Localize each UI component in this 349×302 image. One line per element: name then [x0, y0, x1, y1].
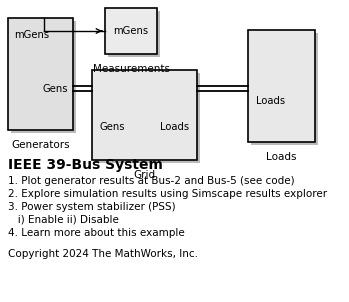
Text: Loads: Loads	[266, 152, 297, 162]
Bar	[8, 18, 73, 130]
Text: mGens: mGens	[113, 26, 149, 36]
Text: mGens: mGens	[14, 30, 49, 40]
Text: Copyright 2024 The MathWorks, Inc.: Copyright 2024 The MathWorks, Inc.	[8, 249, 198, 259]
Text: 2. Explore simulation results using Simscape results explorer: 2. Explore simulation results using Sims…	[8, 189, 327, 199]
Text: Grid: Grid	[133, 170, 156, 180]
Text: 1. Plot generator results at Bus-2 and Bus-5 (see code): 1. Plot generator results at Bus-2 and B…	[8, 176, 295, 186]
Text: Gens: Gens	[100, 122, 126, 132]
Text: IEEE 39-Bus System: IEEE 39-Bus System	[8, 158, 163, 172]
Text: 3. Power system stabilizer (PSS): 3. Power system stabilizer (PSS)	[8, 202, 176, 212]
Text: Loads: Loads	[160, 122, 189, 132]
Bar	[105, 8, 157, 54]
Text: Measurements: Measurements	[92, 64, 170, 74]
Bar	[95, 72, 200, 162]
Bar	[248, 30, 315, 142]
Text: Loads: Loads	[256, 95, 285, 106]
Text: Generators: Generators	[11, 140, 70, 150]
Bar	[107, 11, 159, 56]
Text: 4. Learn more about this example: 4. Learn more about this example	[8, 228, 185, 238]
Bar	[10, 21, 75, 133]
Bar	[251, 33, 318, 144]
Text: i) Enable ii) Disable: i) Enable ii) Disable	[8, 215, 119, 225]
Text: Gens: Gens	[43, 84, 68, 94]
Bar	[92, 70, 197, 160]
